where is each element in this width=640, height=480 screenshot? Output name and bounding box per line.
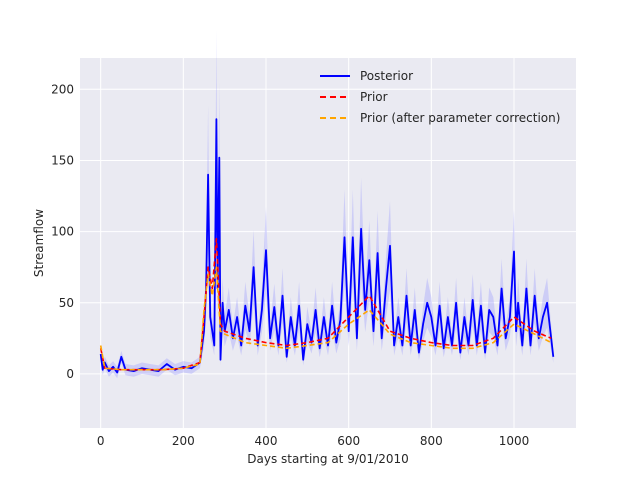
y-tick-label: 0 xyxy=(66,367,74,381)
series-line-prior-corrected xyxy=(99,266,552,371)
legend: Posterior Prior Prior (after parameter c… xyxy=(320,69,560,125)
series-lines xyxy=(99,118,555,374)
legend-entry-prior-corrected: Prior (after parameter correction) xyxy=(320,111,560,125)
y-tick-label: 100 xyxy=(51,225,74,239)
posterior-uncertainty-band xyxy=(100,30,554,379)
legend-label-posterior: Posterior xyxy=(360,69,413,83)
x-tick-label: 600 xyxy=(337,434,360,448)
legend-label-prior-corrected: Prior (after parameter correction) xyxy=(360,111,560,125)
series-line-prior xyxy=(99,237,552,371)
legend-entry-posterior: Posterior xyxy=(320,69,413,83)
x-tick-label: 200 xyxy=(172,434,195,448)
y-tick-label: 50 xyxy=(59,296,74,310)
tick-labels: 0 200 400 600 800 1000 0 50 100 150 200 xyxy=(51,82,529,448)
y-axis-label: Streamflow xyxy=(32,209,46,277)
x-tick-label: 1000 xyxy=(499,434,530,448)
legend-entry-prior: Prior xyxy=(320,90,388,104)
plot-background xyxy=(80,58,576,428)
x-tick-label: 800 xyxy=(420,434,443,448)
grid xyxy=(80,58,576,428)
y-tick-label: 150 xyxy=(51,153,74,167)
x-axis-label: Days starting at 9/01/2010 xyxy=(247,452,408,466)
posterior-band xyxy=(100,30,554,379)
x-tick-label: 400 xyxy=(255,434,278,448)
x-tick-label: 0 xyxy=(97,434,105,448)
legend-label-prior: Prior xyxy=(360,90,388,104)
y-tick-label: 200 xyxy=(51,82,74,96)
